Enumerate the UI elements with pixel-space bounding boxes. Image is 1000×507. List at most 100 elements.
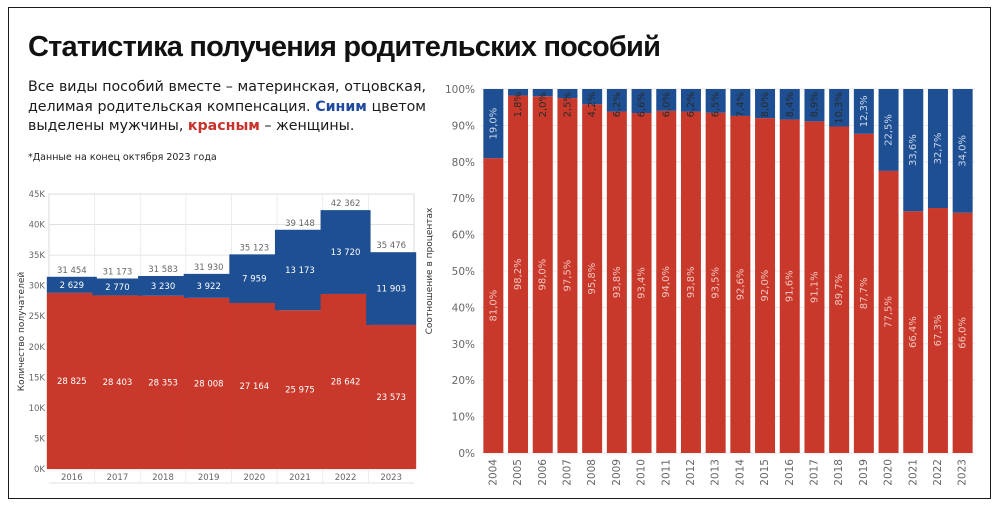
bar-label-men: 13 173 [285,266,315,276]
right-y-axis-title: Соотношение в процентах [425,207,435,334]
pct-bar-men-2020 [878,89,899,171]
right-x-tick-label: 2011 [660,459,672,486]
pct-bar-men-2019 [853,89,874,134]
right-y-tick-label: 50% [452,266,475,278]
pct-label-men: 4,2% [587,92,598,117]
bar-label-women: 27 164 [239,382,269,392]
bar-label-women: 25 975 [285,386,315,396]
pct-label-men: 8,9% [809,92,820,117]
pct-label-men: 8,0% [760,92,771,117]
right-x-tick-label: 2006 [537,459,549,486]
bar-women-2023 [366,324,417,469]
pct-label-men: 10,3% [834,92,845,124]
page-title: Статистика получения родительских пособи… [28,31,661,63]
pct-label-men: 34,0% [958,135,969,167]
bar-label-women: 28 825 [57,377,87,387]
footnote: *Данные на конец октября 2023 года [28,152,217,163]
pct-bar-women-2005 [508,95,529,453]
pct-label-women: 97,5% [562,260,573,292]
left-y-tick-label: 30K [29,282,46,292]
bar-total-label: 31 454 [57,266,87,276]
pct-bar-women-2008 [582,104,603,454]
right-x-tick-label: 2023 [957,459,969,486]
bar-total-label: 35 123 [239,243,269,253]
right-x-tick-label: 2020 [883,459,895,486]
bar-men-2022 [320,210,371,294]
left-y-tick-label: 20K [29,343,46,353]
pct-label-women: 66,4% [908,316,919,348]
pct-label-women: 81,0% [488,290,499,322]
pct-bar-women-2018 [829,126,850,453]
pct-label-women: 66,0% [958,317,969,349]
bar-label-men: 11 903 [376,285,406,295]
pct-label-men: 6,0% [661,92,672,117]
left-x-tick-label: 2022 [335,473,357,483]
right-y-tick-label: 40% [452,302,475,314]
bar-women-2019 [183,297,234,469]
bar-label-men: 7 959 [242,275,266,285]
pct-bar-men-2006 [532,89,553,97]
description-blue-word: Синим [315,98,367,115]
right-x-tick-label: 2021 [907,459,919,486]
bar-label-women: 28 008 [194,379,224,389]
bar-men-2018 [138,275,189,296]
right-x-tick-label: 2019 [858,459,870,486]
bar-total-label: 39 148 [285,219,315,229]
pct-bar-women-2009 [606,111,627,454]
left-x-tick-label: 2021 [289,473,311,483]
pct-label-men: 33,6% [908,134,919,166]
pct-bar-men-2021 [903,89,924,212]
pct-bar-women-2011 [656,110,677,453]
pct-bar-men-2011 [656,89,677,111]
pct-label-men: 32,7% [933,133,944,165]
right-y-tick-label: 10% [452,412,475,424]
left-y-tick-label: 5K [34,434,45,444]
bar-label-women: 28 353 [148,378,178,388]
pct-label-women: 89,7% [834,274,845,306]
description-text-2: цветом выделены мужчины, [28,98,426,135]
right-x-tick-label: 2018 [833,459,845,486]
pct-label-women: 93,8% [612,266,623,298]
right-x-tick-label: 2007 [561,459,573,486]
pct-label-women: 93,5% [711,267,722,299]
left-x-tick-label: 2017 [107,473,129,483]
description-red-word: красным [187,118,260,134]
left-x-tick-label: 2023 [380,473,402,483]
right-x-tick-label: 2013 [710,459,722,486]
pct-label-women: 98,0% [538,259,549,291]
pct-bar-women-2017 [804,121,825,454]
left-y-tick-label: 40K [29,221,46,231]
right-x-tick-label: 2017 [808,459,820,486]
description-text-1: Все виды пособий вместе – материнская, о… [28,79,426,115]
right-x-tick-label: 2009 [611,459,623,486]
bar-women-2016 [46,292,97,469]
left-y-tick-label: 0K [34,465,45,475]
pct-bar-men-2009 [606,89,627,112]
pct-label-men: 2,5% [562,92,573,117]
bar-women-2018 [138,295,189,469]
pct-bar-women-2023 [952,212,973,453]
bar-men-2020 [229,254,280,303]
left-x-tick-label: 2019 [198,473,220,483]
right-x-tick-label: 2015 [759,459,771,486]
left-x-tick-label: 2020 [243,473,265,483]
pct-label-women: 93,8% [686,266,697,298]
bar-label-women: 28 403 [103,378,133,388]
right-x-tick-label: 2010 [636,459,648,486]
pct-label-men: 22,5% [884,114,895,146]
pct-bar-men-2013 [705,89,726,113]
bar-women-2021 [274,310,325,469]
right-x-tick-label: 2022 [932,459,944,486]
pct-bar-women-2007 [557,98,578,453]
right-y-tick-label: 90% [452,120,475,132]
pct-bar-women-2016 [779,119,800,454]
pct-bar-women-2014 [730,115,751,453]
bar-label-men: 13 720 [331,248,361,258]
pct-label-women: 67,3% [933,315,944,347]
left-y-tick-label: 45K [29,190,46,200]
pct-label-women: 91,1% [809,271,820,303]
pct-bar-men-2005 [508,89,529,96]
pct-label-men: 7,4% [735,92,746,117]
pct-bar-women-2010 [631,113,652,454]
bar-label-men: 2 770 [105,283,129,293]
